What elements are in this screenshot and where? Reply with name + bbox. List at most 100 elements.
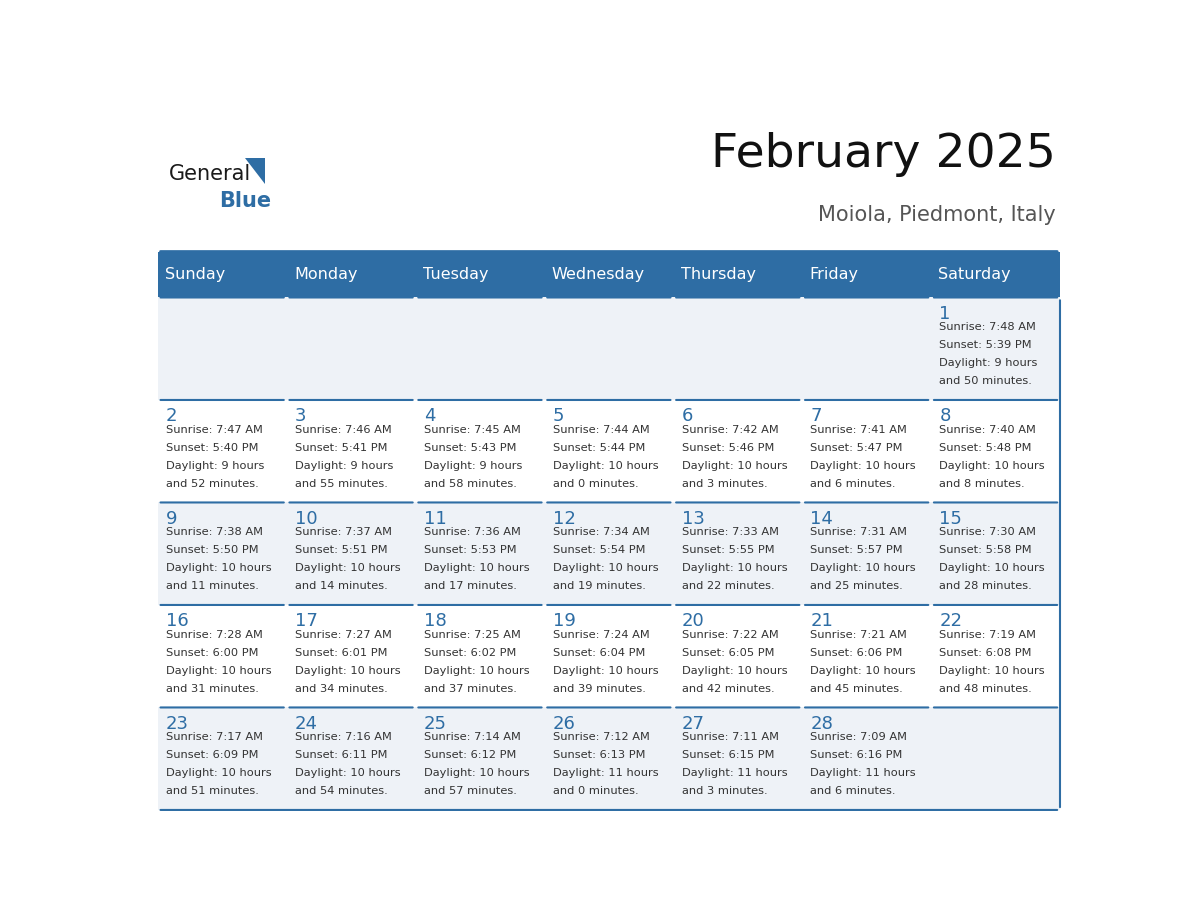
Text: and 8 minutes.: and 8 minutes. <box>940 479 1025 488</box>
Text: Sunrise: 7:48 AM: Sunrise: 7:48 AM <box>940 322 1036 332</box>
Bar <box>286 605 416 708</box>
Text: Friday: Friday <box>809 267 859 282</box>
Text: Sunrise: 7:38 AM: Sunrise: 7:38 AM <box>166 528 263 537</box>
Text: 1: 1 <box>940 305 950 322</box>
Text: 17: 17 <box>295 612 317 630</box>
Text: Sunset: 5:48 PM: Sunset: 5:48 PM <box>940 442 1032 453</box>
Text: Daylight: 10 hours: Daylight: 10 hours <box>166 564 272 574</box>
Text: 21: 21 <box>810 612 833 630</box>
Text: Sunrise: 7:47 AM: Sunrise: 7:47 AM <box>166 425 263 435</box>
Text: 24: 24 <box>295 714 318 733</box>
Text: Daylight: 10 hours: Daylight: 10 hours <box>682 564 788 574</box>
Text: 12: 12 <box>552 509 575 528</box>
Text: Daylight: 10 hours: Daylight: 10 hours <box>166 768 272 778</box>
Text: and 58 minutes.: and 58 minutes. <box>424 479 517 488</box>
Bar <box>544 297 674 400</box>
Text: Saturday: Saturday <box>939 267 1011 282</box>
Text: 25: 25 <box>424 714 447 733</box>
Text: and 3 minutes.: and 3 minutes. <box>682 787 767 796</box>
Text: Wednesday: Wednesday <box>551 267 645 282</box>
Text: Sunrise: 7:21 AM: Sunrise: 7:21 AM <box>810 630 908 640</box>
Text: Daylight: 10 hours: Daylight: 10 hours <box>682 666 788 676</box>
Text: Sunrise: 7:28 AM: Sunrise: 7:28 AM <box>166 630 263 640</box>
Text: and 52 minutes.: and 52 minutes. <box>166 479 259 488</box>
Text: 28: 28 <box>810 714 833 733</box>
Text: Sunset: 6:15 PM: Sunset: 6:15 PM <box>682 750 775 760</box>
Text: Sunrise: 7:33 AM: Sunrise: 7:33 AM <box>682 528 778 537</box>
Text: Daylight: 9 hours: Daylight: 9 hours <box>940 358 1038 368</box>
Bar <box>544 502 674 605</box>
Text: Sunrise: 7:11 AM: Sunrise: 7:11 AM <box>682 733 778 743</box>
Text: Blue: Blue <box>220 191 272 211</box>
Text: and 51 minutes.: and 51 minutes. <box>166 787 259 796</box>
Text: Daylight: 10 hours: Daylight: 10 hours <box>940 564 1045 574</box>
Text: Daylight: 10 hours: Daylight: 10 hours <box>940 666 1045 676</box>
Text: 8: 8 <box>940 407 950 425</box>
Bar <box>802 605 931 708</box>
Text: 9: 9 <box>166 509 177 528</box>
Text: and 22 minutes.: and 22 minutes. <box>682 581 775 591</box>
Text: and 55 minutes.: and 55 minutes. <box>295 479 387 488</box>
Text: and 6 minutes.: and 6 minutes. <box>810 479 896 488</box>
Text: Daylight: 9 hours: Daylight: 9 hours <box>166 461 265 471</box>
Text: Thursday: Thursday <box>681 267 756 282</box>
Text: Daylight: 11 hours: Daylight: 11 hours <box>682 768 788 778</box>
Text: Monday: Monday <box>293 267 358 282</box>
Bar <box>674 502 802 605</box>
Text: Sunrise: 7:27 AM: Sunrise: 7:27 AM <box>295 630 392 640</box>
Text: Sunset: 5:51 PM: Sunset: 5:51 PM <box>295 545 387 555</box>
Bar <box>416 708 544 810</box>
Text: 2: 2 <box>166 407 177 425</box>
Text: Sunrise: 7:24 AM: Sunrise: 7:24 AM <box>552 630 650 640</box>
Text: Sunset: 5:39 PM: Sunset: 5:39 PM <box>940 341 1032 351</box>
Text: Sunrise: 7:42 AM: Sunrise: 7:42 AM <box>682 425 778 435</box>
Text: Daylight: 11 hours: Daylight: 11 hours <box>810 768 916 778</box>
Text: Sunset: 6:13 PM: Sunset: 6:13 PM <box>552 750 645 760</box>
Text: and 54 minutes.: and 54 minutes. <box>295 787 387 796</box>
Text: Sunset: 6:01 PM: Sunset: 6:01 PM <box>295 648 387 658</box>
Text: and 3 minutes.: and 3 minutes. <box>682 479 767 488</box>
Bar <box>158 297 286 400</box>
Bar <box>416 605 544 708</box>
Text: Daylight: 9 hours: Daylight: 9 hours <box>295 461 393 471</box>
Text: 13: 13 <box>682 509 704 528</box>
Text: Daylight: 10 hours: Daylight: 10 hours <box>552 461 658 471</box>
Text: Sunrise: 7:14 AM: Sunrise: 7:14 AM <box>424 733 520 743</box>
Text: and 37 minutes.: and 37 minutes. <box>424 684 517 694</box>
Text: Sunset: 6:11 PM: Sunset: 6:11 PM <box>295 750 387 760</box>
Text: Sunset: 5:58 PM: Sunset: 5:58 PM <box>940 545 1032 555</box>
Text: Sunset: 6:08 PM: Sunset: 6:08 PM <box>940 648 1032 658</box>
Text: 20: 20 <box>682 612 704 630</box>
Text: Sunday: Sunday <box>165 267 226 282</box>
Text: Daylight: 10 hours: Daylight: 10 hours <box>552 666 658 676</box>
Text: Daylight: 10 hours: Daylight: 10 hours <box>166 666 272 676</box>
Text: Sunrise: 7:12 AM: Sunrise: 7:12 AM <box>552 733 650 743</box>
Bar <box>158 605 286 708</box>
Bar <box>286 502 416 605</box>
Text: and 48 minutes.: and 48 minutes. <box>940 684 1032 694</box>
Bar <box>286 708 416 810</box>
Text: 19: 19 <box>552 612 575 630</box>
Text: and 31 minutes.: and 31 minutes. <box>166 684 259 694</box>
Text: Sunrise: 7:36 AM: Sunrise: 7:36 AM <box>424 528 520 537</box>
Bar <box>802 708 931 810</box>
Text: and 0 minutes.: and 0 minutes. <box>552 479 638 488</box>
Text: February 2025: February 2025 <box>710 132 1055 177</box>
Text: Sunset: 6:06 PM: Sunset: 6:06 PM <box>810 648 903 658</box>
Text: Sunset: 6:04 PM: Sunset: 6:04 PM <box>552 648 645 658</box>
Text: Sunrise: 7:31 AM: Sunrise: 7:31 AM <box>810 528 908 537</box>
Text: Moiola, Piedmont, Italy: Moiola, Piedmont, Italy <box>817 205 1055 225</box>
Text: Sunrise: 7:37 AM: Sunrise: 7:37 AM <box>295 528 392 537</box>
Text: 4: 4 <box>424 407 435 425</box>
Bar <box>931 297 1060 400</box>
Text: and 34 minutes.: and 34 minutes. <box>295 684 387 694</box>
Bar <box>158 252 1060 297</box>
Text: Sunset: 6:09 PM: Sunset: 6:09 PM <box>166 750 259 760</box>
Text: Daylight: 10 hours: Daylight: 10 hours <box>682 461 788 471</box>
Text: and 14 minutes.: and 14 minutes. <box>295 581 387 591</box>
Text: and 45 minutes.: and 45 minutes. <box>810 684 903 694</box>
Bar <box>544 400 674 502</box>
Text: Sunset: 5:54 PM: Sunset: 5:54 PM <box>552 545 645 555</box>
Text: 11: 11 <box>424 509 447 528</box>
Text: Sunset: 5:40 PM: Sunset: 5:40 PM <box>166 442 259 453</box>
